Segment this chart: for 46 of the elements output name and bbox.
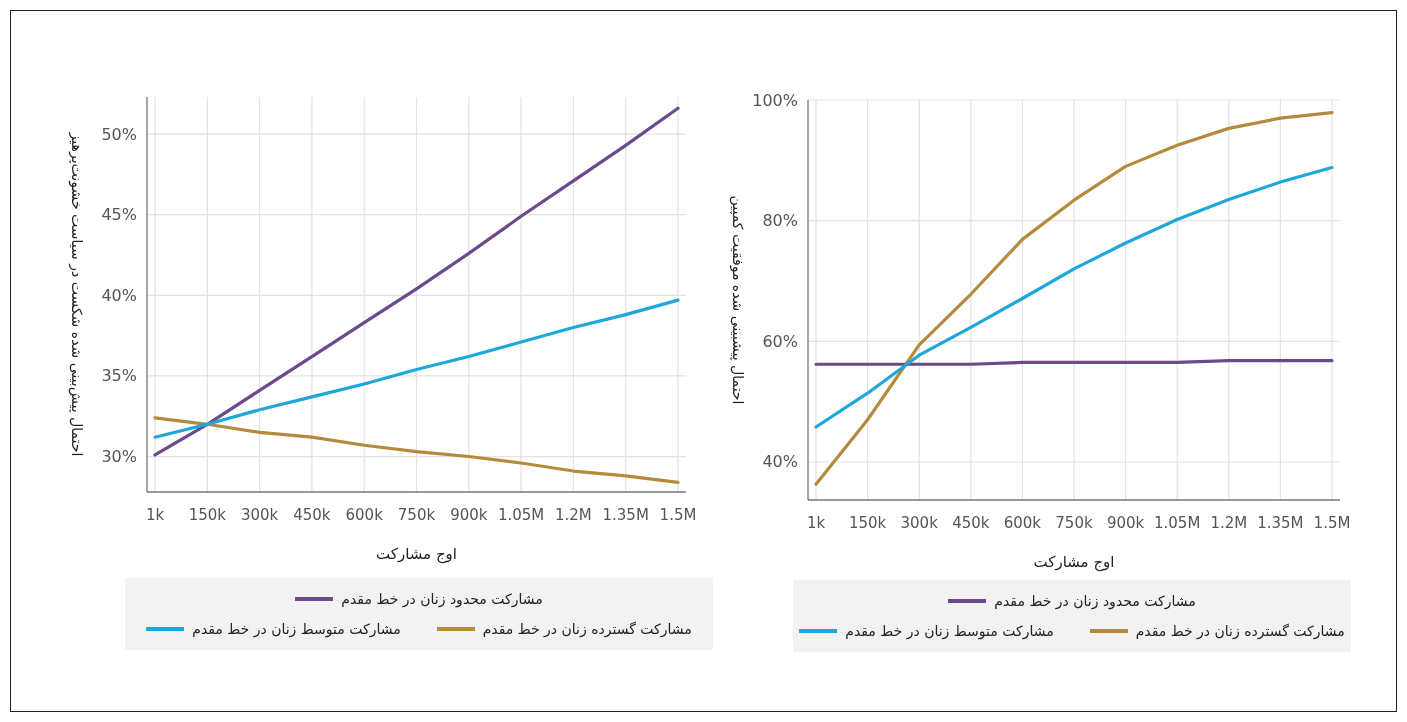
y-tick-label: 50% bbox=[101, 124, 137, 144]
x-tick-label: 1.5M bbox=[659, 506, 697, 524]
x-tick-label: 300k bbox=[900, 514, 939, 532]
legend-label: مشارکت متوسط زنان در خط مقدم bbox=[192, 621, 401, 637]
x-tick-label: 1.2M bbox=[555, 506, 592, 524]
x-tick-label: 1k bbox=[806, 514, 826, 532]
line-series bbox=[153, 106, 680, 457]
y-tick-label: 100% bbox=[752, 90, 798, 110]
x-tick-label: 1k bbox=[145, 506, 165, 524]
x-tick-label: 1.2M bbox=[1210, 514, 1248, 532]
y-tick-label: 45% bbox=[101, 205, 137, 225]
x-tick-label: 900k bbox=[1106, 514, 1145, 532]
x-tick-label: 450k bbox=[293, 506, 331, 524]
legend-label: مشارکت محدود زنان در خط مقدم bbox=[994, 593, 1196, 609]
line-series bbox=[153, 298, 680, 439]
x-axis-title: اوج مشارکت bbox=[376, 545, 457, 564]
x-tick-label: 600k bbox=[1003, 514, 1042, 532]
line-series bbox=[814, 165, 1334, 429]
x-tick-label: 600k bbox=[345, 506, 384, 524]
y-tick-label: 40% bbox=[762, 452, 798, 472]
y-tick-label: 35% bbox=[101, 366, 137, 386]
x-tick-label: 1.35M bbox=[1257, 514, 1304, 532]
legend-label: مشارکت محدود زنان در خط مقدم bbox=[341, 591, 543, 607]
x-tick-label: 1.05M bbox=[497, 506, 545, 524]
legend-label: مشارکت گسترده زنان در خط مقدم bbox=[1135, 623, 1345, 639]
x-tick-label: 1.35M bbox=[602, 506, 649, 524]
line-series bbox=[814, 111, 1334, 486]
legend-label: مشارکت متوسط زنان در خط مقدم bbox=[845, 623, 1054, 639]
x-tick-label: 750k bbox=[397, 506, 436, 524]
x-tick-label: 1.05M bbox=[1154, 514, 1201, 532]
y-axis-title: احتمال پیشبینی شده موفقیت کمپین bbox=[729, 195, 746, 405]
x-tick-label: 300k bbox=[240, 506, 279, 524]
x-tick-label: 450k bbox=[952, 514, 990, 532]
y-tick-label: 40% bbox=[101, 285, 137, 305]
x-tick-label: 750k bbox=[1055, 514, 1093, 532]
x-tick-label: 150k bbox=[848, 514, 887, 532]
y-tick-label: 60% bbox=[762, 331, 798, 351]
x-tick-label: 900k bbox=[450, 506, 488, 524]
x-axis-title: اوج مشارکت bbox=[1033, 553, 1115, 572]
y-tick-label: 80% bbox=[762, 211, 798, 231]
legend-label: مشارکت گسترده زنان در خط مقدم bbox=[482, 621, 692, 637]
y-axis-title: احتمال پیش‌بینی شده شکست در سیاست خشونت‌پرهیز bbox=[68, 131, 85, 457]
x-tick-label: 1.5M bbox=[1313, 514, 1351, 532]
x-tick-label: 150k bbox=[188, 506, 227, 524]
line-series bbox=[153, 416, 680, 484]
y-tick-label: 30% bbox=[101, 447, 137, 467]
